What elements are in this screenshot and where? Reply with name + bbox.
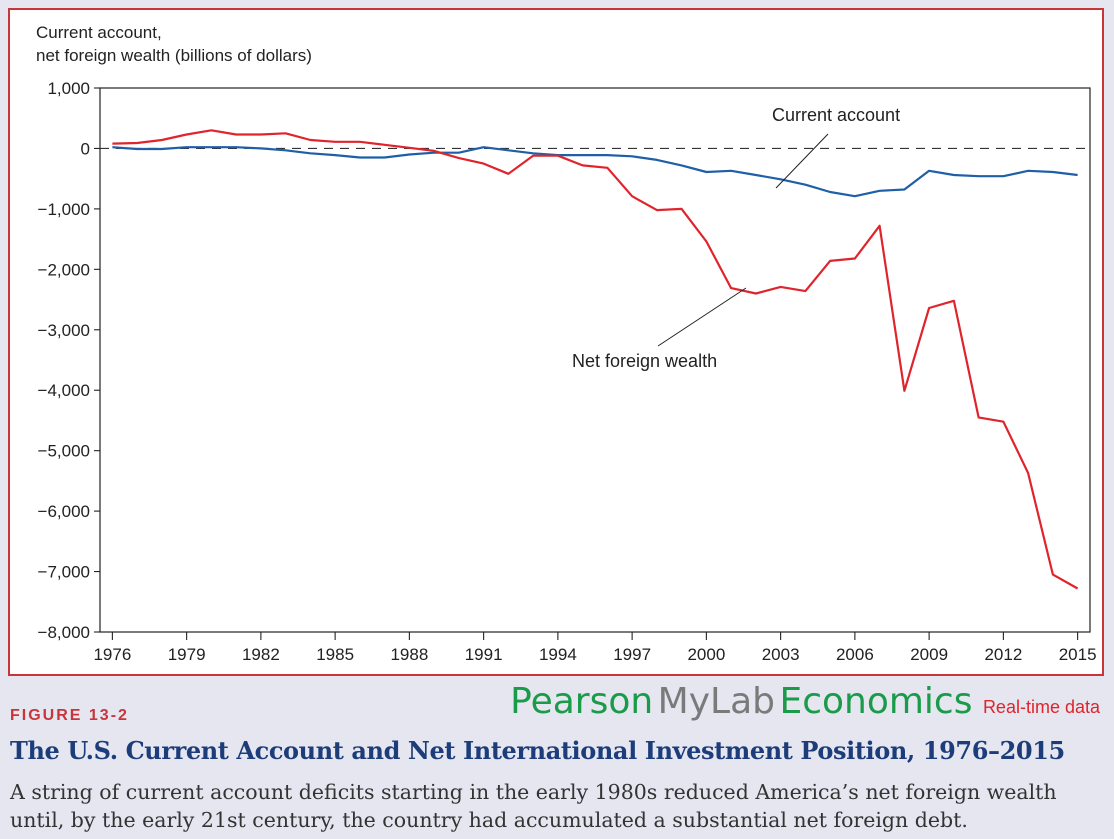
y-tick-label: −6,000 xyxy=(38,502,90,521)
x-tick-label: 1991 xyxy=(465,645,503,664)
brand-pearson: Pearson xyxy=(510,681,654,722)
current-account-line xyxy=(112,146,1078,198)
x-tick-label: 1976 xyxy=(93,645,131,664)
y-tick-label: −5,000 xyxy=(38,442,90,461)
y-tick-label: −2,000 xyxy=(38,260,90,279)
y-tick-label: −8,000 xyxy=(38,623,90,642)
chart-frame: Current account, net foreign wealth (bil… xyxy=(8,8,1104,676)
y-tick-label: −7,000 xyxy=(38,563,90,582)
plot-area xyxy=(99,87,1091,633)
y-axis: 1,000 0 −1,000 −2,000 −3,000 −4,000 −5,000 −6,0… xyxy=(38,79,100,642)
y-axis-title-line1: Current account, xyxy=(36,23,162,42)
net-foreign-wealth-annotation: Net foreign wealth xyxy=(572,351,717,371)
x-tick-label: 2000 xyxy=(687,645,725,664)
brand-realtime-tag: Real-time data xyxy=(982,697,1100,717)
series-layer xyxy=(112,129,1079,590)
x-tick-label: 1997 xyxy=(613,645,651,664)
current-account-leader-line xyxy=(775,133,829,189)
x-tick-label: 1994 xyxy=(539,645,577,664)
annotations: Current account Net foreign wealth xyxy=(572,105,900,371)
y-tick-label: 0 xyxy=(81,139,90,158)
y-axis-title-line2: net foreign wealth (billions of dollars) xyxy=(36,46,312,65)
x-tick-label: 2006 xyxy=(836,645,874,664)
y-tick-label: −4,000 xyxy=(38,381,90,400)
y-tick-label: 1,000 xyxy=(47,79,90,98)
y-tick-label: −3,000 xyxy=(38,321,90,340)
x-tick-label: 1988 xyxy=(390,645,428,664)
x-tick-label: 1985 xyxy=(316,645,354,664)
publisher-brand: Pearson MyLab Economics Real-time data xyxy=(510,684,1100,720)
net-foreign-wealth-leader-line xyxy=(657,287,747,347)
brand-economics: Economics xyxy=(779,681,973,722)
figure-caption: A string of current account deficits sta… xyxy=(10,780,1057,832)
current-account-annotation: Current account xyxy=(772,105,900,125)
x-tick-label: 2009 xyxy=(910,645,948,664)
x-tick-label: 1982 xyxy=(242,645,280,664)
net-foreign-wealth-line xyxy=(112,129,1079,590)
x-tick-label: 1979 xyxy=(168,645,206,664)
figure-number: FIGURE 13-2 xyxy=(10,707,129,724)
x-tick-label: 2012 xyxy=(984,645,1022,664)
brand-mylab: MyLab xyxy=(657,681,775,722)
x-tick-label: 2003 xyxy=(762,645,800,664)
x-axis: 1976 1979 1982 1985 1988 1991 1994 1997 2000 2003… xyxy=(93,632,1097,664)
line-chart: Current account, net foreign wealth (bil… xyxy=(36,23,1097,664)
y-axis-title: Current account, net foreign wealth (bil… xyxy=(36,23,312,65)
figure-title: The U.S. Current Account and Net Interna… xyxy=(10,736,1065,765)
y-tick-label: −1,000 xyxy=(38,200,90,219)
x-tick-label: 2015 xyxy=(1059,645,1097,664)
